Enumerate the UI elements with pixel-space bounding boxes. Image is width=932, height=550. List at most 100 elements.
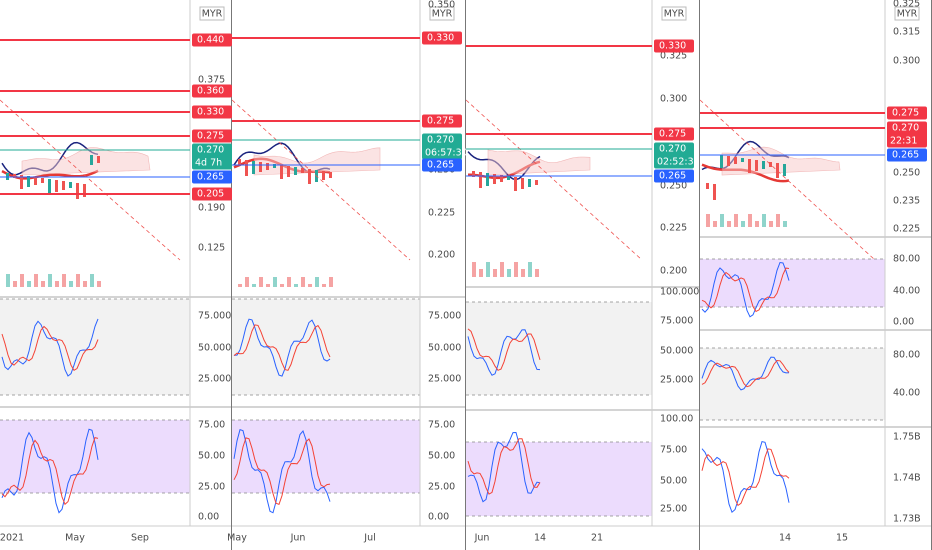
oscillator-label: 80.00 <box>893 350 920 361</box>
price-tag: 0.275 <box>654 127 694 141</box>
volume-bar <box>500 262 504 277</box>
time-label: Jul <box>363 533 375 544</box>
oscillator-label: 25.00 <box>660 504 687 515</box>
currency-label: MYR <box>664 9 685 20</box>
price-label: 0.315 <box>893 27 920 38</box>
candle <box>706 183 709 189</box>
price-tag-label: 0.270 <box>659 144 686 155</box>
price-tag: 0.265 <box>887 148 927 162</box>
candle <box>41 178 44 183</box>
time-label: Jun <box>474 533 490 544</box>
volume-bar <box>6 274 10 287</box>
volume-bar <box>41 281 45 287</box>
trend-line <box>0 99 181 261</box>
price-tag-box <box>654 39 694 53</box>
price-tag-box <box>192 105 232 119</box>
volume-bar <box>69 281 73 287</box>
price-tag: 0.265 <box>654 169 694 183</box>
price-tag: 0.360 <box>192 84 232 98</box>
time-label: 14 <box>779 533 791 544</box>
candle <box>514 177 517 191</box>
time-label: 2021 <box>0 533 24 544</box>
volume-bar <box>493 269 497 277</box>
price-tag: 0.275 <box>887 106 927 120</box>
price-tag-box <box>654 127 694 141</box>
volume-bar <box>97 281 101 287</box>
candle <box>20 175 23 189</box>
price-label: 0.225 <box>893 224 920 235</box>
candle <box>762 161 765 169</box>
volume-bar <box>27 281 31 287</box>
price-tag-box <box>192 187 232 201</box>
price-label: 0.235 <box>893 196 920 207</box>
price-tag-label: 0.275 <box>427 116 454 127</box>
oscillator-label: 50.000 <box>428 343 461 354</box>
oscillator-label: 50.00 <box>198 451 225 462</box>
time-label: 14 <box>534 533 546 544</box>
volume-bar <box>34 274 38 287</box>
price-label: 0.300 <box>893 56 920 67</box>
candle <box>727 156 730 166</box>
candle <box>521 178 524 189</box>
candle <box>294 167 297 175</box>
volume-bar <box>83 281 87 287</box>
volume-bar <box>776 214 780 227</box>
oscillator-label: 0.00 <box>198 512 219 523</box>
volume-bar <box>528 262 532 277</box>
volume-bar <box>20 274 24 287</box>
volume-bar <box>48 274 52 287</box>
price-tag-box <box>654 142 694 169</box>
candle <box>62 181 65 190</box>
volume-bar <box>706 214 710 227</box>
oscillator-label: 25.000 <box>660 375 693 386</box>
volume-bar <box>245 277 249 287</box>
oscillator-signal <box>701 267 790 313</box>
time-label: May <box>65 533 85 544</box>
candle <box>507 176 510 180</box>
price-tag-label: 0.440 <box>197 35 224 46</box>
trend-line <box>465 99 643 261</box>
price-label: 0.200 <box>428 250 455 261</box>
candle <box>34 177 37 185</box>
candle <box>252 161 255 174</box>
volume-bar <box>748 214 752 227</box>
volume-bar <box>76 274 80 287</box>
volume-bar <box>741 221 745 227</box>
price-tag-label: 0.265 <box>197 172 224 183</box>
price-tag-label: 0.270 <box>197 145 224 156</box>
volume-bar <box>273 277 277 287</box>
indicator-band <box>466 302 652 395</box>
chart-panel: MYR0.3750.3150.1900.1250.4400.3600.3300.… <box>0 0 232 550</box>
oscillator-label: 75.000 <box>198 311 231 322</box>
price-tag-box <box>192 129 232 143</box>
oscillator-label: 75.00 <box>198 420 225 431</box>
price-tag-label: 0.265 <box>892 150 919 161</box>
volume-bar <box>266 284 270 287</box>
candle <box>783 164 786 176</box>
volume-bar <box>486 262 490 277</box>
candle <box>322 171 325 180</box>
oscillator-line <box>701 261 790 318</box>
price-label: 0.225 <box>660 223 687 234</box>
oscillator-label: 75.00 <box>428 420 455 431</box>
candle <box>55 180 58 192</box>
volume-bar <box>514 262 518 277</box>
oscillator-label: 50.00 <box>428 451 455 462</box>
candle <box>776 163 779 178</box>
candle <box>308 169 311 184</box>
oscillator-label: 25.000 <box>428 374 461 385</box>
price-tag-label: 0.275 <box>659 129 686 140</box>
oscillator-line <box>233 429 331 514</box>
trend-line <box>699 99 876 261</box>
time-label: Jun <box>290 533 306 544</box>
price-label: 0.250 <box>660 181 687 192</box>
countdown-label: 22:31 <box>890 136 917 147</box>
time-label: 15 <box>836 533 848 544</box>
chart-panel: MYR0.3500.2500.2250.2000.3300.2750.27006… <box>227 0 468 550</box>
candle <box>97 156 100 163</box>
oscillator-signal <box>233 437 331 506</box>
price-label: 0.325 <box>660 51 687 62</box>
oscillator-label: 40.00 <box>893 286 920 297</box>
oscillator-line <box>701 356 790 391</box>
